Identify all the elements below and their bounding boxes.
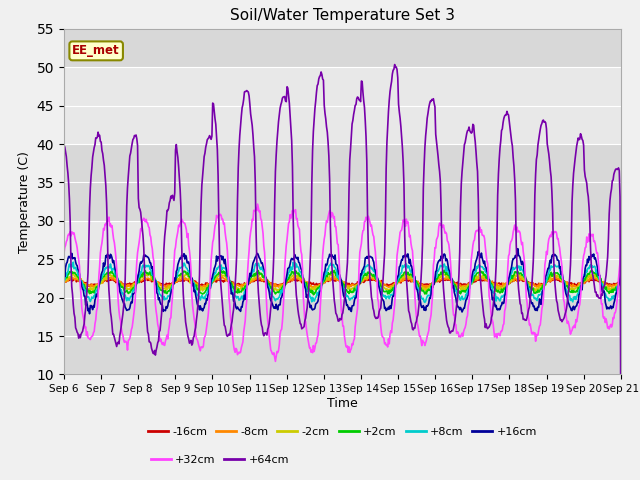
-2cm <box>329 270 337 276</box>
-8cm <box>428 284 435 289</box>
+16cm <box>214 254 222 260</box>
Bar <box>64 144 621 221</box>
+32cm <box>70 230 78 236</box>
+8cm <box>71 265 79 271</box>
+16cm <box>86 311 93 317</box>
-16cm <box>214 276 221 282</box>
Bar <box>64 67 621 144</box>
+8cm <box>214 264 222 270</box>
-16cm <box>60 279 68 285</box>
Bar <box>64 298 621 374</box>
+64cm <box>391 61 399 67</box>
-8cm <box>60 280 68 286</box>
Line: -2cm: -2cm <box>64 273 621 291</box>
-2cm <box>127 286 135 291</box>
+8cm <box>428 286 436 292</box>
+32cm <box>214 215 221 220</box>
Line: +8cm: +8cm <box>64 262 621 302</box>
+8cm <box>60 278 68 284</box>
+32cm <box>184 231 192 237</box>
+16cm <box>185 259 193 265</box>
+16cm <box>411 274 419 279</box>
+8cm <box>617 274 625 280</box>
-16cm <box>573 284 580 289</box>
-8cm <box>127 284 135 289</box>
Line: -8cm: -8cm <box>64 276 621 288</box>
+32cm <box>254 201 262 207</box>
-2cm <box>60 279 68 285</box>
-16cm <box>127 281 135 287</box>
+2cm <box>428 284 435 289</box>
-2cm <box>532 288 540 294</box>
-2cm <box>70 273 78 278</box>
-8cm <box>185 276 193 282</box>
-16cm <box>617 279 625 285</box>
-8cm <box>515 273 523 279</box>
Line: +32cm: +32cm <box>64 204 621 361</box>
+8cm <box>70 259 77 265</box>
+2cm <box>440 267 448 273</box>
-8cm <box>617 278 625 284</box>
+64cm <box>184 334 192 339</box>
Line: +2cm: +2cm <box>64 270 621 295</box>
Line: +16cm: +16cm <box>64 249 621 314</box>
+32cm <box>617 251 625 256</box>
-16cm <box>428 281 435 287</box>
-16cm <box>70 277 78 283</box>
Bar <box>64 221 621 298</box>
+64cm <box>70 311 78 316</box>
+32cm <box>127 327 135 333</box>
+2cm <box>184 270 192 276</box>
+32cm <box>428 301 436 307</box>
+16cm <box>128 300 136 306</box>
+8cm <box>411 275 419 280</box>
+32cm <box>271 359 279 364</box>
Line: +64cm: +64cm <box>64 64 621 420</box>
+16cm <box>428 291 435 297</box>
+64cm <box>617 418 625 423</box>
-16cm <box>363 275 371 280</box>
+2cm <box>214 272 221 277</box>
Text: EE_met: EE_met <box>72 44 120 57</box>
Y-axis label: Temperature (C): Temperature (C) <box>18 151 31 252</box>
X-axis label: Time: Time <box>327 397 358 410</box>
+16cm <box>70 256 78 262</box>
+2cm <box>70 270 78 276</box>
-8cm <box>163 286 170 291</box>
Bar <box>64 29 621 67</box>
-16cm <box>411 279 419 285</box>
+16cm <box>514 246 522 252</box>
-8cm <box>70 276 78 282</box>
-2cm <box>428 284 435 290</box>
+2cm <box>411 276 419 281</box>
-8cm <box>411 279 419 285</box>
+64cm <box>428 98 435 104</box>
+32cm <box>60 251 68 256</box>
+64cm <box>214 146 221 152</box>
+16cm <box>60 266 68 272</box>
-2cm <box>214 275 221 280</box>
Line: -16cm: -16cm <box>64 277 621 287</box>
+2cm <box>617 278 625 284</box>
-2cm <box>184 274 192 279</box>
+16cm <box>617 269 625 275</box>
+2cm <box>310 292 317 298</box>
+32cm <box>412 304 419 310</box>
+8cm <box>185 269 193 275</box>
+2cm <box>127 287 135 292</box>
+2cm <box>60 277 68 283</box>
+8cm <box>128 291 136 297</box>
Title: Soil/Water Temperature Set 3: Soil/Water Temperature Set 3 <box>230 9 455 24</box>
Legend: +32cm, +64cm: +32cm, +64cm <box>146 450 294 469</box>
-8cm <box>214 277 222 283</box>
+8cm <box>421 300 429 305</box>
+64cm <box>60 143 68 148</box>
+64cm <box>411 325 419 331</box>
-2cm <box>411 277 419 283</box>
+64cm <box>127 145 135 151</box>
-2cm <box>617 279 625 285</box>
-16cm <box>184 278 192 284</box>
